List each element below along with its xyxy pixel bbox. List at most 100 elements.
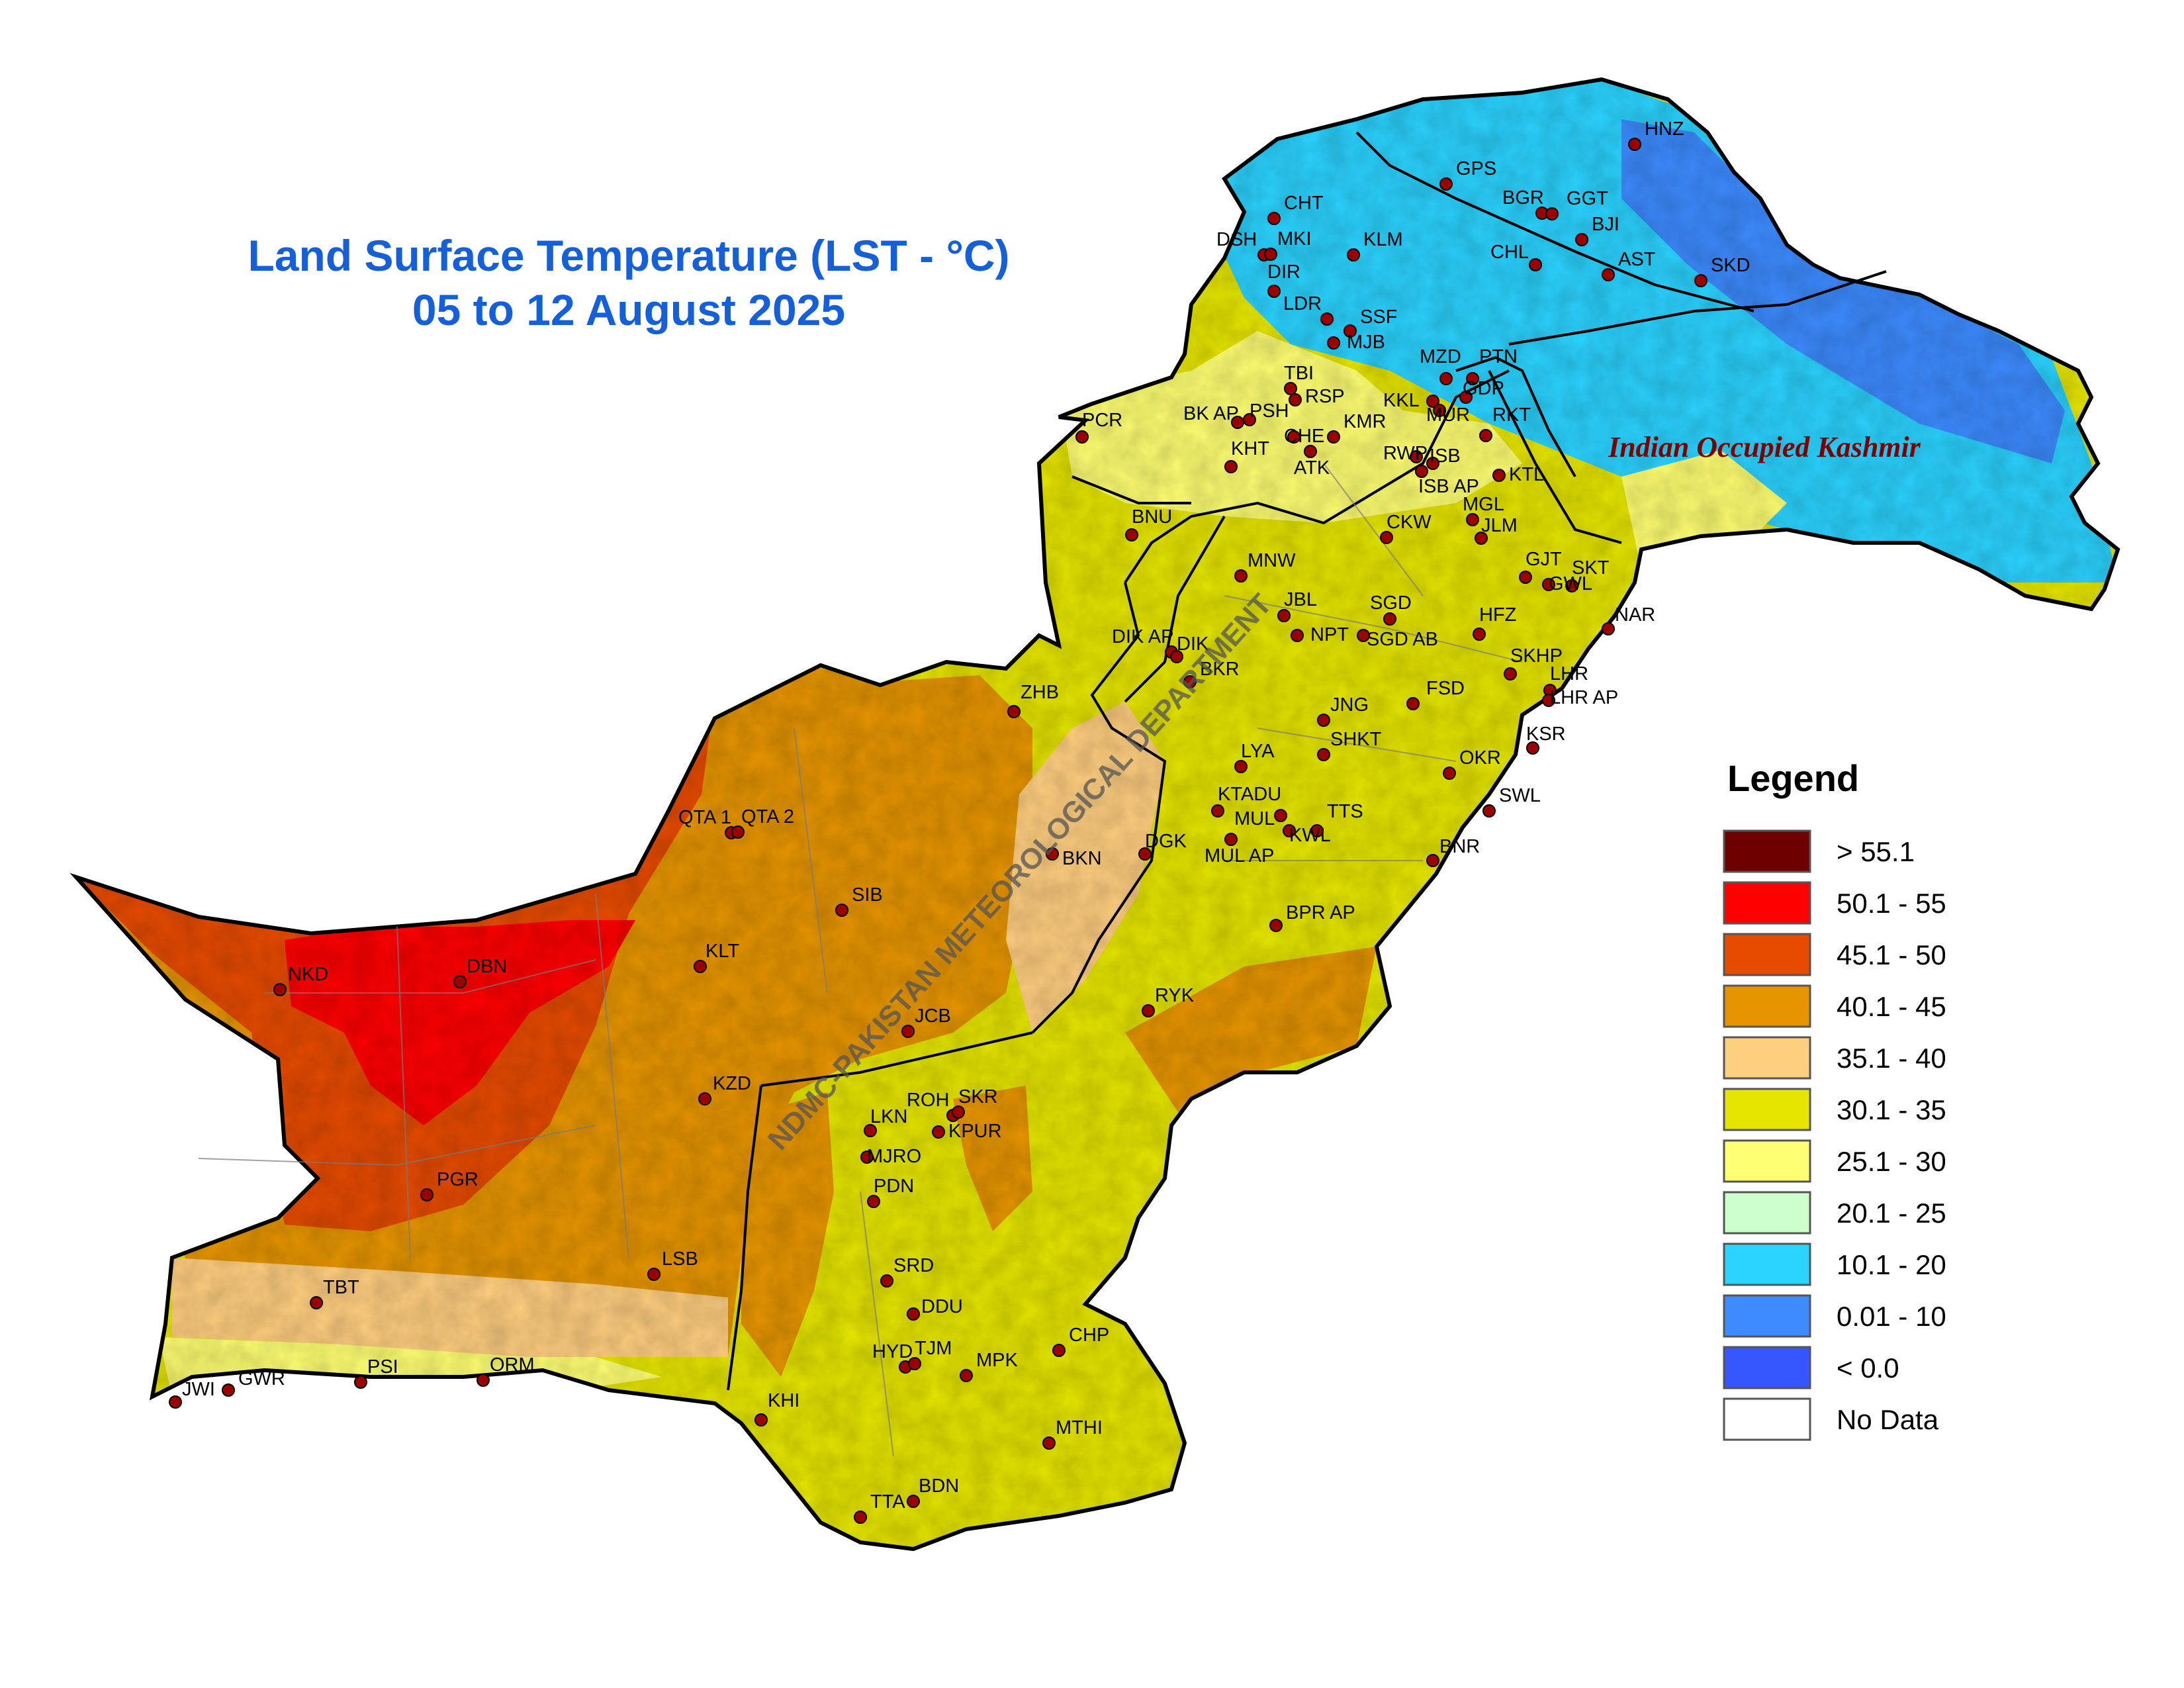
station-marker	[1125, 528, 1138, 541]
station-chl: CHL	[1490, 242, 1542, 271]
station-ptn: PTN	[1466, 346, 1518, 385]
legend-label: 10.1 - 20	[1837, 1249, 1946, 1280]
station-label: KKL	[1383, 390, 1420, 411]
station-label: GDP	[1463, 378, 1504, 399]
station-dik-ap: DIK AP	[1112, 626, 1178, 659]
station-ryk: RYK	[1142, 985, 1195, 1017]
legend-swatch	[1723, 881, 1811, 925]
station-zhb: ZHB	[1007, 682, 1059, 718]
station-label: DIR	[1267, 261, 1300, 283]
station-sgd-ab: SGD AB	[1357, 629, 1438, 650]
legend-label: < 0.0	[1837, 1352, 1899, 1383]
station-ddu: DDU	[907, 1296, 963, 1321]
station-label: SWL	[1499, 785, 1541, 806]
station-marker	[1383, 612, 1396, 626]
station-marker	[1545, 207, 1559, 220]
station-label: KMR	[1343, 411, 1386, 432]
station-label: LSB	[662, 1248, 698, 1270]
station-label: DSH	[1216, 229, 1257, 250]
station-okr: OKR	[1443, 747, 1501, 780]
station-bpr-ap: BPR AP	[1269, 902, 1355, 932]
station-label: MNW	[1248, 550, 1296, 571]
station-ktl: KTL	[1492, 464, 1544, 485]
station-cht: CHT	[1267, 193, 1324, 225]
station-label: BK AP	[1183, 403, 1239, 424]
station-ksr: KSR	[1526, 724, 1566, 755]
station-sib: SIB	[835, 884, 883, 917]
district-borders	[198, 463, 1523, 1457]
station-marker	[1628, 138, 1641, 151]
station-label: KHT	[1231, 438, 1269, 459]
station-label: SIB	[852, 884, 883, 906]
station-label: MZD	[1420, 346, 1461, 367]
station-marker	[1274, 809, 1287, 822]
station-marker	[1042, 1436, 1056, 1450]
station-label: ZHB	[1021, 682, 1059, 703]
station-label: DIK	[1177, 633, 1209, 655]
station-label: SKD	[1711, 255, 1751, 276]
station-marker	[754, 1413, 768, 1427]
station-label: KHI	[768, 1390, 799, 1411]
station-kzd: KZD	[698, 1073, 751, 1105]
station-label: MJB	[1347, 332, 1385, 353]
station-marker	[1291, 629, 1304, 642]
station-psh: PSH	[1243, 400, 1289, 426]
station-marker	[647, 1268, 660, 1281]
station-marker	[1439, 177, 1453, 191]
legend-label: 50.1 - 55	[1837, 888, 1946, 919]
station-label: DBN	[467, 956, 507, 977]
station-label: PGR	[437, 1169, 478, 1190]
station-label: DIK AP	[1112, 626, 1174, 647]
station-marker	[1426, 854, 1439, 867]
station-label: ORM	[490, 1354, 535, 1376]
station-marker	[1433, 404, 1446, 417]
station-marker	[1415, 465, 1428, 478]
station-kwl: KWL	[1283, 824, 1331, 846]
legend-label: 0.01 - 10	[1837, 1301, 1946, 1332]
station-atk: ATK	[1294, 445, 1330, 479]
map-title-line2: 05 to 12 August 2025	[412, 285, 846, 334]
station-label: PDN	[874, 1176, 914, 1197]
station-kpur: KPUR	[932, 1121, 1002, 1142]
station-marker	[1357, 629, 1370, 642]
station-marker	[1287, 430, 1300, 444]
station-ssf: SSF	[1343, 306, 1397, 338]
station-tta: TTA	[854, 1491, 905, 1524]
station-label: BKN	[1062, 848, 1102, 869]
station-mul-ap: MUL AP	[1205, 833, 1274, 867]
station-marker	[1267, 285, 1281, 298]
station-marker	[1466, 372, 1479, 385]
station-mur: MUR	[1426, 404, 1470, 426]
legend: Legend > 55.1 50.1 - 55 45.1 - 50 40.1 - 45…	[1723, 757, 1946, 1441]
station-marker	[1482, 804, 1496, 818]
station-bkr: BKR	[1183, 659, 1240, 688]
station-lya: LYA	[1234, 741, 1275, 773]
station-nar: NAR	[1602, 604, 1655, 635]
station-marker	[1277, 609, 1291, 622]
station-marker	[1170, 650, 1183, 663]
station-label: TTA	[870, 1491, 905, 1513]
station-pgr: PGR	[420, 1169, 478, 1201]
station-label: QTA 1	[678, 807, 731, 828]
station-label: ISB AP	[1418, 476, 1479, 497]
station-marker	[1602, 268, 1615, 281]
legend-label: 20.1 - 25	[1837, 1197, 1946, 1229]
station-label: LYA	[1241, 741, 1275, 762]
legend-label: 30.1 - 35	[1837, 1094, 1946, 1125]
station-marker	[1426, 395, 1439, 408]
station-sgd: SGD	[1370, 592, 1412, 626]
station-marker	[1138, 847, 1152, 861]
station-label: MPK	[976, 1350, 1019, 1371]
station-marker	[1343, 324, 1357, 338]
station-label: KTL	[1509, 464, 1544, 485]
station-klt: KLT	[694, 941, 739, 973]
station-ktadu: KTADU	[1211, 784, 1281, 818]
station-marker	[1320, 312, 1334, 326]
station-marker	[1526, 741, 1539, 755]
station-label: JLM	[1481, 515, 1518, 536]
station-label: LHR	[1550, 663, 1588, 684]
station-lsb: LSB	[647, 1248, 698, 1281]
station-tjm: TJM	[908, 1338, 952, 1370]
region-label-iok: Indian Occupied Kashmir	[1608, 431, 1921, 463]
station-marker	[860, 1150, 874, 1164]
